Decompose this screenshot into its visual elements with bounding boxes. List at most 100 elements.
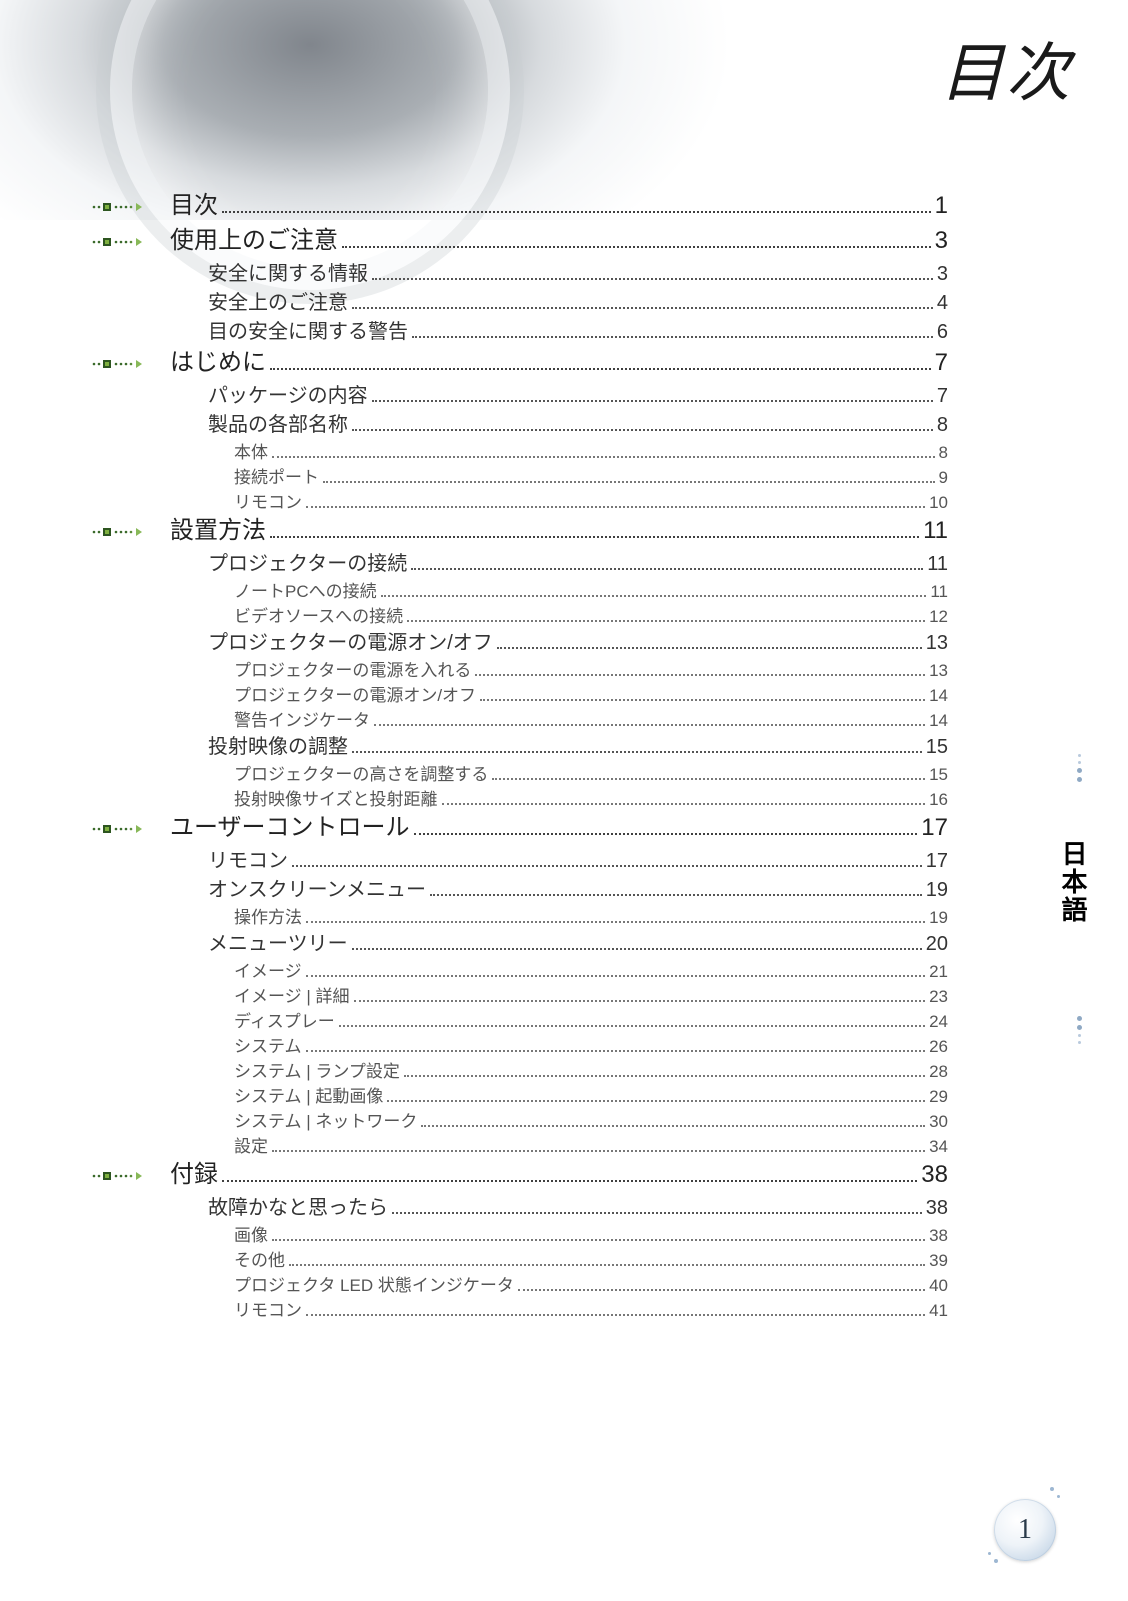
dot-leader — [374, 714, 925, 726]
toc-entry[interactable]: プロジェクターの接続11 — [208, 554, 948, 575]
toc-label: システム | ランプ設定 — [234, 1063, 400, 1080]
toc-entry[interactable]: 設置方法11 — [112, 519, 948, 544]
toc-entry[interactable]: プロジェクターの電源オン/オフ13 — [208, 633, 948, 654]
toc-entry[interactable]: 投射映像サイズと投射距離16 — [234, 791, 948, 809]
dot-leader — [442, 793, 926, 805]
dot-leader — [372, 388, 933, 402]
toc-label: 設置方法 — [170, 519, 266, 543]
page-number-badge: 1 — [994, 1499, 1056, 1561]
toc-entry[interactable]: 設定34 — [234, 1138, 948, 1156]
toc-entry[interactable]: その他39 — [234, 1252, 948, 1270]
toc-entry[interactable]: 付録38 — [112, 1163, 948, 1188]
toc-entry[interactable]: 使用上のご注意3 — [112, 229, 948, 254]
dot-leader — [323, 471, 935, 483]
toc-entry[interactable]: システム | ランプ設定28 — [234, 1063, 948, 1081]
toc-entry[interactable]: 安全上のご注意4 — [208, 293, 948, 314]
dot-leader — [222, 1165, 917, 1182]
dot-leader — [414, 818, 918, 835]
dot-leader — [480, 689, 925, 701]
toc-entry[interactable]: システム | ネットワーク30 — [234, 1113, 948, 1131]
toc-entry[interactable]: 接続ポート9 — [234, 469, 948, 487]
toc-entry[interactable]: リモコン41 — [234, 1302, 948, 1320]
toc-label: パッケージの内容 — [208, 386, 368, 406]
toc-page-number: 41 — [929, 1302, 948, 1319]
section-bullet-icon — [112, 234, 170, 248]
toc-entry[interactable]: プロジェクターの電源を入れる13 — [234, 662, 948, 680]
toc-page-number: 30 — [929, 1113, 948, 1130]
toc-page-number: 19 — [929, 909, 948, 926]
toc-entry[interactable]: パッケージの内容 7 — [208, 386, 948, 407]
toc-page-number: 29 — [929, 1088, 948, 1105]
toc-label: リモコン — [208, 851, 288, 871]
toc-label: 操作方法 — [234, 909, 302, 926]
section-bullet-icon — [112, 1168, 170, 1182]
dot-leader — [352, 417, 933, 431]
toc-page-number: 10 — [929, 494, 948, 511]
toc-entry[interactable]: イメージ21 — [234, 963, 948, 981]
toc-entry[interactable]: プロジェクターの高さを調整する 15 — [234, 766, 948, 784]
toc-entry[interactable]: 本体8 — [234, 444, 948, 462]
toc-entry[interactable]: 画像38 — [234, 1227, 948, 1245]
toc-entry[interactable]: 故障かなと思ったら 38 — [208, 1198, 948, 1219]
toc-page-number: 15 — [926, 737, 948, 757]
toc-page-number: 17 — [926, 851, 948, 871]
toc-entry[interactable]: ディスプレー24 — [234, 1013, 948, 1031]
dot-leader — [407, 610, 925, 622]
toc-entry[interactable]: はじめに 7 — [112, 351, 948, 376]
dot-leader — [352, 936, 922, 950]
toc-entry[interactable]: 目次1 — [112, 194, 948, 219]
toc-page-number: 1 — [935, 194, 948, 218]
dot-leader — [430, 882, 922, 896]
dot-leader — [387, 1090, 925, 1102]
toc-page-number: 11 — [930, 583, 948, 600]
toc-entry[interactable]: 製品の各部名称8 — [208, 415, 948, 436]
toc-page-number: 13 — [929, 662, 948, 679]
toc-entry[interactable]: システム | 起動画像29 — [234, 1088, 948, 1106]
toc-entry[interactable]: ユーザーコントロール17 — [112, 816, 948, 841]
toc-label: プロジェクタ LED 状態インジケータ — [234, 1277, 514, 1294]
toc-entry[interactable]: システム26 — [234, 1038, 948, 1056]
toc-entry[interactable]: 目の安全に関する警告 6 — [208, 322, 948, 343]
dot-leader — [404, 1065, 925, 1077]
dot-leader — [354, 990, 926, 1002]
toc-entry[interactable]: ノートPCへの接続11 — [234, 583, 948, 601]
toc-entry[interactable]: オンスクリーンメニュー19 — [208, 880, 948, 901]
toc-page-number: 7 — [935, 351, 948, 375]
toc-label: はじめに — [170, 351, 266, 375]
toc-entry[interactable]: イメージ | 詳細23 — [234, 988, 948, 1006]
toc-page-number: 20 — [926, 934, 948, 954]
dot-leader — [306, 1040, 926, 1052]
toc-page-number: 16 — [929, 791, 948, 808]
toc-entry[interactable]: メニューツリー20 — [208, 934, 948, 955]
toc-page-number: 21 — [929, 963, 948, 980]
dot-leader — [352, 295, 933, 309]
toc-page-number: 38 — [926, 1198, 948, 1218]
toc-entry[interactable]: 投射映像の調整 15 — [208, 737, 948, 758]
dot-leader — [272, 1140, 925, 1152]
toc-label: プロジェクターの接続 — [208, 554, 407, 574]
toc-page-number: 6 — [937, 322, 948, 342]
toc-page-number: 7 — [937, 386, 948, 406]
toc-page-number: 15 — [929, 766, 948, 783]
toc-page-number: 14 — [929, 687, 948, 704]
toc-label: プロジェクターの高さを調整する — [234, 766, 488, 783]
toc-label: 画像 — [234, 1227, 268, 1244]
dot-leader — [412, 324, 933, 338]
dot-leader — [306, 965, 925, 977]
toc-label: 投射映像の調整 — [208, 737, 348, 757]
toc-page-number: 3 — [937, 264, 948, 284]
toc-entry[interactable]: プロジェクターの電源オン/オフ14 — [234, 687, 948, 705]
toc-label: 故障かなと思ったら — [208, 1198, 388, 1218]
toc-label: 目の安全に関する警告 — [208, 322, 408, 342]
toc-entry[interactable]: 安全に関する情報3 — [208, 264, 948, 285]
toc-entry[interactable]: リモコン 17 — [208, 851, 948, 872]
dot-leader — [272, 446, 935, 458]
toc-entry[interactable]: 操作方法 19 — [234, 909, 948, 927]
toc-entry[interactable]: 警告インジケータ14 — [234, 712, 948, 730]
toc-entry[interactable]: リモコン10 — [234, 494, 948, 512]
dot-leader — [518, 1279, 925, 1291]
toc-label: プロジェクターの電源オン/オフ — [208, 633, 493, 653]
toc-page-number: 4 — [937, 293, 948, 313]
toc-entry[interactable]: ビデオソースへの接続12 — [234, 608, 948, 626]
toc-entry[interactable]: プロジェクタ LED 状態インジケータ40 — [234, 1277, 948, 1295]
